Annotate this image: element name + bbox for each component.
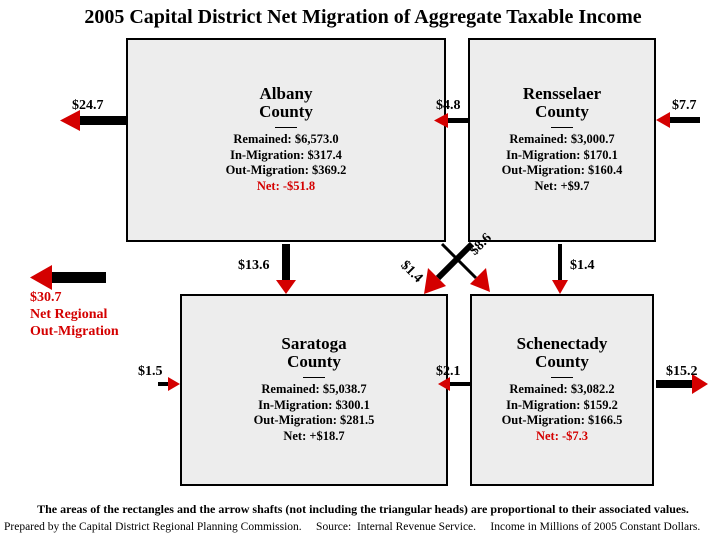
stat-out: Out-Migration: $281.5: [254, 413, 375, 429]
county-name: RensselaerCounty: [523, 85, 601, 121]
stat-in: In-Migration: $170.1: [506, 148, 618, 164]
county-name: SchenectadyCounty: [517, 335, 608, 371]
divider: [551, 377, 573, 378]
stat-net: Net: -$7.3: [536, 429, 588, 445]
county-box-albany: AlbanyCounty Remained: $6,573.0 In-Migra…: [126, 38, 446, 242]
divider: [303, 377, 325, 378]
flow-label: $24.7: [72, 98, 104, 114]
stat-in: In-Migration: $159.2: [506, 398, 618, 414]
stat-remained: Remained: $3,000.7: [509, 132, 614, 148]
flow-label: $1.4: [397, 258, 426, 287]
county-box-saratoga: SaratogaCounty Remained: $5,038.7 In-Mig…: [180, 294, 448, 486]
stat-in: In-Migration: $300.1: [258, 398, 370, 414]
stat-in: In-Migration: $317.4: [230, 148, 342, 164]
flow-label: $13.6: [238, 258, 270, 274]
flow-label: $1.4: [570, 258, 595, 274]
stat-remained: Remained: $5,038.7: [261, 382, 366, 398]
proportionality-note: The areas of the rectangles and the arro…: [0, 502, 726, 517]
stat-remained: Remained: $3,082.2: [509, 382, 614, 398]
page-title: 2005 Capital District Net Migration of A…: [0, 6, 726, 29]
stat-net: Net: +$18.7: [283, 429, 344, 445]
county-box-schenectady: SchenectadyCounty Remained: $3,082.2 In-…: [470, 294, 654, 486]
flow-label: $15.2: [666, 364, 698, 380]
stat-net: Net: +$9.7: [534, 179, 589, 195]
flow-label: $2.1: [436, 364, 461, 380]
divider: [275, 127, 297, 128]
regional-out-migration: $30.7 Net Regional Out-Migration: [30, 290, 119, 340]
county-box-rensselaer: RensselaerCounty Remained: $3,000.7 In-M…: [468, 38, 656, 242]
stat-remained: Remained: $6,573.0: [233, 132, 338, 148]
stat-out: Out-Migration: $369.2: [226, 163, 347, 179]
stat-out: Out-Migration: $160.4: [502, 163, 623, 179]
stat-out: Out-Migration: $166.5: [502, 413, 623, 429]
divider: [551, 127, 573, 128]
source-line: Prepared by the Capital District Regiona…: [4, 521, 726, 533]
flow-label: $1.5: [138, 364, 163, 380]
county-name: AlbanyCounty: [259, 85, 313, 121]
county-name: SaratogaCounty: [281, 335, 346, 371]
flow-label: $7.7: [672, 98, 697, 114]
stat-net: Net: -$51.8: [257, 179, 315, 195]
flow-label: $4.8: [436, 98, 461, 114]
